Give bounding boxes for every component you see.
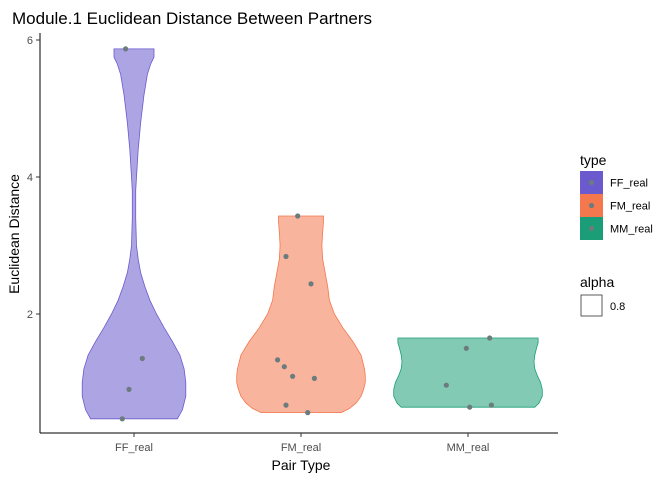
data-point-fm-real (311, 375, 317, 381)
data-point-mm-real (443, 382, 449, 388)
data-point-fm-real (305, 410, 311, 416)
data-point-ff-real (119, 416, 125, 422)
violin-layer (81, 48, 543, 420)
jitter-points-layer (119, 46, 494, 422)
legend-key-point (588, 225, 595, 232)
violin-mm-real (393, 337, 543, 408)
data-point-mm-real (488, 402, 494, 408)
legend-key-alpha (580, 294, 603, 317)
violin-ff-real (81, 48, 187, 420)
data-point-ff-real (123, 46, 129, 52)
legend-title-alpha: alpha (580, 274, 614, 290)
data-point-mm-real (467, 404, 473, 410)
data-point-ff-real (126, 386, 132, 392)
y-axis-ticks: 2 4 6 (27, 35, 40, 321)
legend-title-type: type (580, 152, 607, 168)
y-tick-label: 6 (27, 35, 33, 47)
data-point-mm-real (463, 345, 469, 351)
legend-label-alpha: 0.8 (610, 301, 625, 313)
legend-label-mm-real: MM_real (610, 224, 653, 236)
x-tick-label: FF_real (115, 442, 153, 454)
data-point-fm-real (295, 213, 301, 219)
data-point-fm-real (281, 364, 287, 370)
chart-title: Module.1 Euclidean Distance Between Part… (12, 9, 372, 28)
data-point-fm-real (283, 402, 289, 408)
x-tick-label: FM_real (281, 442, 321, 454)
x-axis-ticks: FF_real FM_real MM_real (115, 433, 489, 454)
data-point-fm-real (308, 281, 314, 287)
data-point-ff-real (139, 355, 145, 362)
x-tick-label: MM_real (447, 442, 490, 454)
data-point-fm-real (275, 357, 281, 363)
legend-key-point (588, 202, 595, 209)
data-point-fm-real (283, 253, 289, 260)
y-axis-title: Euclidean Distance (6, 174, 22, 294)
y-tick-label: 4 (27, 172, 33, 184)
x-axis-title: Pair Type (272, 457, 331, 473)
violin-fm-real (236, 215, 366, 413)
y-tick-label: 2 (27, 309, 33, 321)
legend-key-point (588, 179, 595, 186)
legend-label-fm-real: FM_real (610, 201, 650, 213)
legend-label-ff-real: FF_real (610, 178, 648, 190)
data-point-mm-real (487, 335, 493, 341)
data-point-fm-real (290, 373, 296, 379)
